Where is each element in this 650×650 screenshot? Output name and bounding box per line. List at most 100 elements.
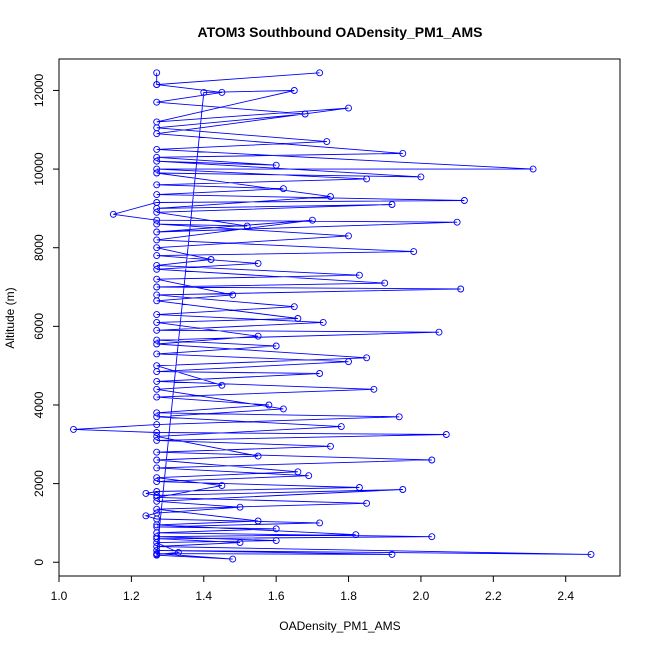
- data-point: [301, 110, 309, 118]
- data-point: [153, 436, 161, 444]
- data-point: [345, 104, 352, 112]
- data-point: [153, 505, 161, 513]
- data-point: [442, 431, 450, 438]
- chart-title: ATOM3 Southbound OADensity_PM1_AMS: [198, 24, 483, 40]
- data-point: [153, 350, 161, 358]
- data-point: [153, 362, 161, 370]
- data-point: [529, 165, 537, 173]
- y-axis-label: Altitude (m): [3, 287, 17, 348]
- data-point: [174, 548, 182, 556]
- data-point: [153, 130, 161, 138]
- data-point: [290, 303, 298, 311]
- data-point: [153, 478, 161, 486]
- data-point: [153, 181, 161, 189]
- data-point: [229, 291, 237, 299]
- data-point: [352, 531, 360, 539]
- data-point: [399, 486, 407, 493]
- data-point: [153, 204, 161, 212]
- data-point: [272, 537, 280, 545]
- data-point: [153, 236, 161, 244]
- y-axis: 0 2000 4000 6000 8000 10000 12000: [32, 73, 60, 566]
- data-point: [388, 550, 396, 558]
- data-point: [294, 468, 302, 476]
- data-point: [218, 381, 226, 389]
- data-point: [153, 157, 161, 165]
- data-point: [153, 546, 161, 554]
- data-point: [153, 145, 161, 153]
- x-tick-label: 1.4: [195, 589, 212, 603]
- data-point: [153, 220, 161, 228]
- data-point: [153, 474, 161, 482]
- x-tick-label: 1.2: [123, 589, 140, 603]
- data-point: [435, 328, 443, 336]
- y-tick-label: 10000: [32, 152, 46, 186]
- data-point: [254, 332, 262, 340]
- data-point: [417, 173, 425, 181]
- data-point: [200, 88, 208, 96]
- data-point: [587, 550, 595, 558]
- data-point: [153, 261, 161, 269]
- data-point: [218, 88, 226, 96]
- data-point: [218, 482, 226, 490]
- data-point: [153, 550, 161, 558]
- data-point: [153, 228, 161, 236]
- data-point: [153, 539, 161, 547]
- x-axis: 1.0 1.2 1.4 1.6 1.8 2.0 2.2 2.4: [51, 575, 574, 603]
- data-point: [254, 452, 262, 460]
- data-point: [142, 489, 150, 497]
- data-point: [254, 517, 262, 525]
- data-point: [153, 429, 161, 436]
- data-point: [305, 472, 313, 480]
- data-point: [355, 271, 363, 279]
- data-point: [323, 138, 331, 146]
- data-point: [153, 311, 161, 319]
- data-point: [272, 342, 280, 350]
- data-point: [153, 69, 161, 77]
- data-point: [153, 340, 161, 348]
- data-point: [153, 208, 161, 216]
- data-point: [207, 256, 215, 263]
- x-tick-label: 1.8: [340, 589, 357, 603]
- data-point: [279, 405, 287, 413]
- data-point: [388, 201, 396, 208]
- data-point: [153, 456, 161, 464]
- data-point: [457, 285, 465, 293]
- data-point: [290, 87, 298, 94]
- data-point: [153, 216, 161, 224]
- data-point: [265, 401, 273, 409]
- data-point: [153, 81, 161, 89]
- data-point: [153, 165, 161, 173]
- data-point: [236, 503, 244, 511]
- y-tick-label: 8000: [32, 234, 46, 261]
- data-point: [153, 318, 161, 326]
- data-point: [153, 265, 161, 273]
- data-point: [460, 197, 468, 204]
- data-point: [370, 385, 378, 393]
- data-point: [153, 413, 161, 421]
- data-point: [363, 499, 371, 507]
- data-point: [327, 442, 334, 450]
- data-point: [243, 222, 251, 230]
- data-point: [229, 555, 237, 563]
- data-point: [272, 525, 280, 533]
- x-tick-label: 2.4: [557, 589, 574, 603]
- data-point: [395, 413, 403, 421]
- x-tick-label: 2.0: [413, 589, 430, 603]
- data-point: [109, 210, 117, 218]
- data-point: [153, 393, 161, 401]
- data-point: [153, 497, 161, 505]
- data-point: [153, 409, 161, 417]
- data-point: [153, 283, 161, 291]
- data-point: [272, 161, 280, 169]
- data-point: [153, 326, 161, 334]
- data-point: [319, 318, 327, 326]
- data-point: [308, 216, 316, 224]
- x-tick-label: 1.6: [268, 589, 285, 603]
- data-point: [279, 185, 287, 193]
- data-point: [153, 432, 161, 440]
- data-point: [153, 98, 161, 106]
- data-point: [153, 191, 161, 199]
- plot-area: [70, 69, 595, 563]
- data-point: [316, 370, 324, 377]
- data-point: [345, 358, 352, 366]
